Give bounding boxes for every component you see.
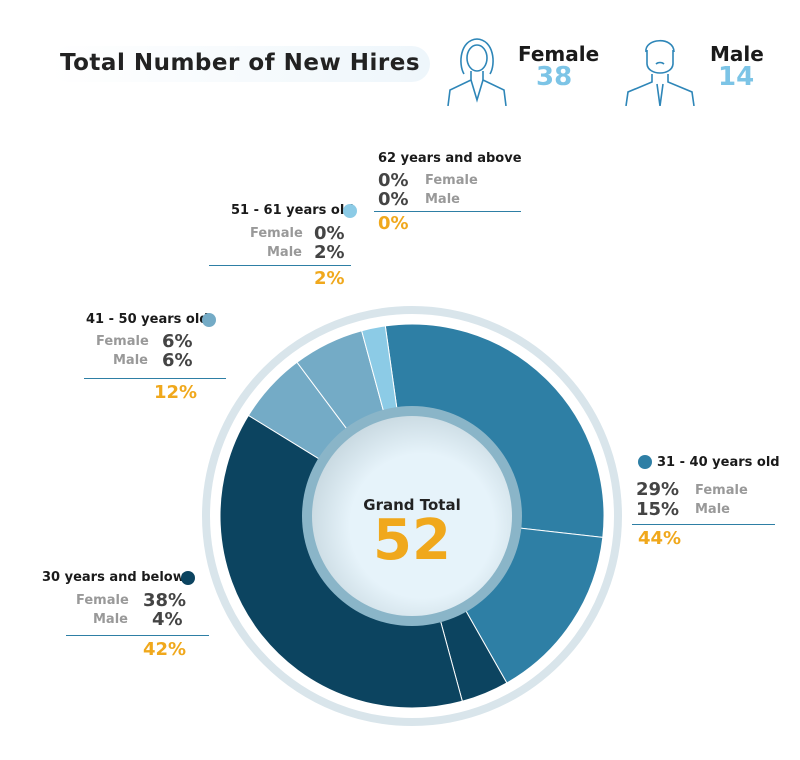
legend-dot <box>202 313 216 327</box>
center-label: Grand Total <box>363 496 461 514</box>
divider <box>632 524 775 525</box>
female-sub: Female <box>96 334 149 349</box>
male-sub: Male <box>695 502 730 517</box>
female-label: Female <box>518 42 600 66</box>
total-pct: 0% <box>378 213 409 234</box>
female-pct: 6% <box>162 331 193 352</box>
divider <box>209 265 351 266</box>
male-sub: Male <box>267 245 302 260</box>
female-sub: Female <box>425 173 478 188</box>
male-count: 14 <box>718 62 755 92</box>
female-pct: 38% <box>143 590 187 611</box>
total-pct: 12% <box>154 382 198 403</box>
page-title: Total Number of New Hires <box>60 50 421 76</box>
total-pct: 42% <box>143 639 187 660</box>
total-pct: 2% <box>314 268 345 289</box>
male-sub: Male <box>113 353 148 368</box>
female-sub: Female <box>250 226 303 241</box>
female-pct: 0% <box>378 170 409 191</box>
male-pct: 15% <box>636 499 680 520</box>
male-person-icon <box>625 39 695 106</box>
group-label-62-plus: 62 years and above <box>378 151 522 166</box>
divider <box>374 211 521 212</box>
male-sub: Male <box>93 612 128 627</box>
center-disc <box>312 416 512 616</box>
group-label-41-50: 41 - 50 years old <box>86 312 209 327</box>
male-label: Male <box>710 42 764 66</box>
center-value: 52 <box>373 508 451 573</box>
divider <box>66 635 209 636</box>
male-pct: 6% <box>162 350 193 371</box>
legend-dot <box>181 571 195 585</box>
female-pct: 29% <box>636 479 680 500</box>
legend-dot <box>638 455 652 469</box>
divider <box>84 378 226 379</box>
legend-dot <box>343 204 357 218</box>
female-sub: Female <box>76 593 129 608</box>
male-pct: 4% <box>152 609 183 630</box>
female-person-icon <box>447 38 507 106</box>
female-count: 38 <box>536 62 573 92</box>
outer-ring <box>202 306 622 726</box>
group-label-51-61: 51 - 61 years old <box>231 203 354 218</box>
female-sub: Female <box>695 483 748 498</box>
male-sub: Male <box>425 192 460 207</box>
male-pct: 0% <box>378 189 409 210</box>
total-pct: 44% <box>638 528 682 549</box>
male-pct: 2% <box>314 242 345 263</box>
title-background <box>50 46 430 82</box>
group-label-31-40: 31 - 40 years old <box>657 455 780 470</box>
group-label-30-below: 30 years and below <box>42 570 185 585</box>
female-pct: 0% <box>314 223 345 244</box>
